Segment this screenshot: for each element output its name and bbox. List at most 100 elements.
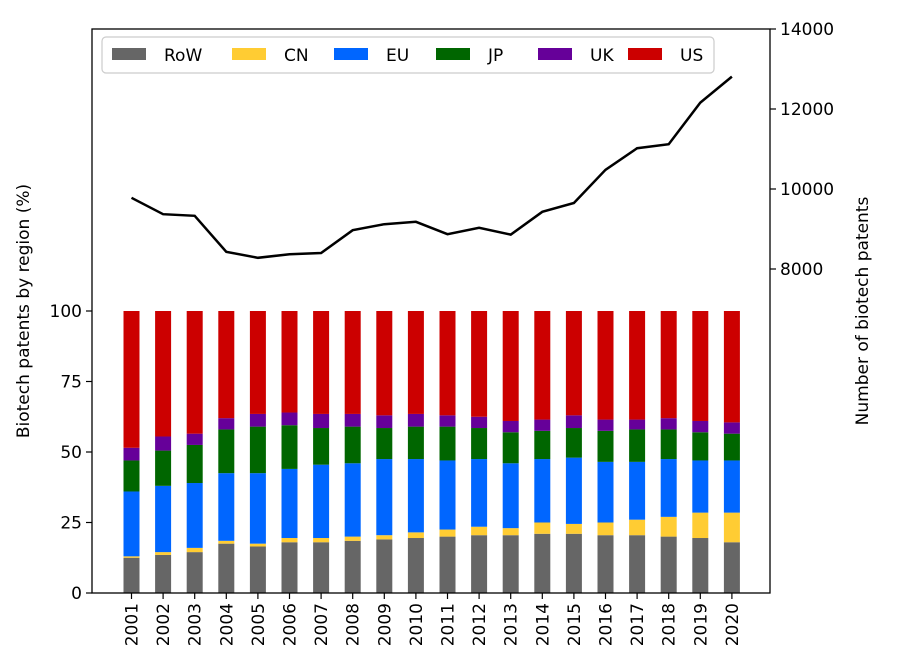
bar-us-2012 <box>471 311 488 417</box>
bar-jp-2006 <box>281 425 298 469</box>
plot-frame <box>91 28 771 594</box>
x-tick-label: 2006 <box>281 603 301 646</box>
bar-us-2006 <box>281 311 298 413</box>
legend-label-jp: JP <box>487 46 503 66</box>
bar-uk-2011 <box>439 415 456 427</box>
bar-us-2001 <box>123 311 140 448</box>
bar-row-2002 <box>155 554 172 593</box>
y-tick-label: 75 <box>60 373 82 393</box>
legend-label-cn: CN <box>284 46 309 66</box>
x-tick-label: 2005 <box>249 603 269 646</box>
x-tick-label: 2013 <box>502 603 522 646</box>
bar-jp-2019 <box>692 432 709 461</box>
bar-eu-2009 <box>376 459 393 536</box>
bar-cn-2011 <box>439 529 456 537</box>
bar-row-2019 <box>692 538 709 593</box>
bar-jp-2013 <box>502 432 519 464</box>
bar-jp-2005 <box>249 426 266 474</box>
bar-jp-2015 <box>565 428 582 458</box>
x-tick-label: 2002 <box>154 603 174 646</box>
bar-uk-2013 <box>502 420 519 433</box>
legend-label-us: US <box>680 46 703 66</box>
bar-eu-2013 <box>502 463 519 529</box>
bar-row-2001 <box>123 557 140 593</box>
bar-row-2013 <box>502 535 519 593</box>
bar-jp-2001 <box>123 460 140 492</box>
bar-row-2014 <box>534 533 551 593</box>
y2-axis-label: Number of biotech patents <box>853 197 873 426</box>
legend-label-eu: EU <box>386 46 409 66</box>
bar-cn-2004 <box>218 540 235 544</box>
y2-tick-label: 10000 <box>780 180 834 200</box>
x-tick-label: 2012 <box>470 603 490 646</box>
bar-row-2006 <box>281 542 298 593</box>
bar-cn-2012 <box>471 526 488 536</box>
x-tick-label: 2019 <box>691 603 711 646</box>
bar-cn-2019 <box>692 512 709 539</box>
bar-row-2004 <box>218 543 235 593</box>
bar-us-2003 <box>186 311 203 434</box>
bar-eu-2020 <box>723 460 740 513</box>
bar-row-2018 <box>660 536 677 593</box>
bar-uk-2008 <box>344 413 361 427</box>
bar-cn-2015 <box>565 523 582 534</box>
y2-tick-label: 8000 <box>780 260 823 280</box>
bar-uk-2018 <box>660 418 677 430</box>
bar-eu-2007 <box>313 464 330 539</box>
bar-row-2017 <box>629 535 646 593</box>
legend-swatch-row <box>112 48 146 60</box>
bar-row-2015 <box>565 533 582 593</box>
bar-uk-2002 <box>155 436 172 451</box>
bar-row-2010 <box>407 538 424 593</box>
bar-cn-2014 <box>534 522 551 534</box>
x-tick-label: 2017 <box>628 603 648 646</box>
bar-eu-2002 <box>155 485 172 553</box>
bar-uk-2010 <box>407 413 424 427</box>
bar-uk-2020 <box>723 422 740 434</box>
bar-us-2018 <box>660 311 677 419</box>
x-tick-label: 2011 <box>439 603 459 646</box>
bar-us-2014 <box>534 311 551 420</box>
bar-row-2007 <box>313 542 330 593</box>
bar-row-2009 <box>376 539 393 593</box>
left-axis: 0 25 50 75 100 <box>50 302 92 604</box>
bar-uk-2014 <box>534 419 551 431</box>
x-tick-label: 2020 <box>723 603 743 646</box>
bar-jp-2017 <box>629 429 646 462</box>
legend-label-row: RoW <box>164 46 202 66</box>
legend-swatch-eu <box>334 48 368 60</box>
bar-us-2010 <box>407 311 424 414</box>
bar-uk-2001 <box>123 447 140 461</box>
bar-cn-2002 <box>155 552 172 555</box>
y2-tick-label: 14000 <box>780 20 834 40</box>
bar-jp-2016 <box>597 430 614 462</box>
bar-uk-2004 <box>218 418 235 430</box>
bar-eu-2018 <box>660 459 677 517</box>
bar-us-2008 <box>344 311 361 414</box>
bar-uk-2007 <box>313 413 330 429</box>
y-tick-label: 100 <box>50 302 82 322</box>
bar-us-2013 <box>502 311 519 421</box>
legend-swatch-cn <box>232 48 266 60</box>
legend-swatch-us <box>628 48 662 60</box>
y-tick-label: 25 <box>60 514 82 534</box>
bar-cn-2006 <box>281 538 298 543</box>
bar-jp-2009 <box>376 428 393 460</box>
bar-cn-2001 <box>123 556 140 558</box>
x-tick-label: 2018 <box>660 603 680 646</box>
bar-uk-2005 <box>249 413 266 427</box>
bar-cn-2018 <box>660 516 677 537</box>
bar-jp-2002 <box>155 450 172 486</box>
bar-eu-2008 <box>344 463 361 537</box>
bar-jp-2004 <box>218 429 235 474</box>
y-tick-label: 0 <box>71 584 82 604</box>
bar-jp-2011 <box>439 426 456 461</box>
bar-us-2020 <box>723 311 740 423</box>
bar-eu-2019 <box>692 460 709 513</box>
right-axis: 8000 10000 12000 14000 <box>770 20 834 280</box>
bar-cn-2007 <box>313 538 330 543</box>
bar-eu-2005 <box>249 473 266 544</box>
x-tick-label: 2009 <box>375 603 395 646</box>
bar-eu-2004 <box>218 473 235 541</box>
